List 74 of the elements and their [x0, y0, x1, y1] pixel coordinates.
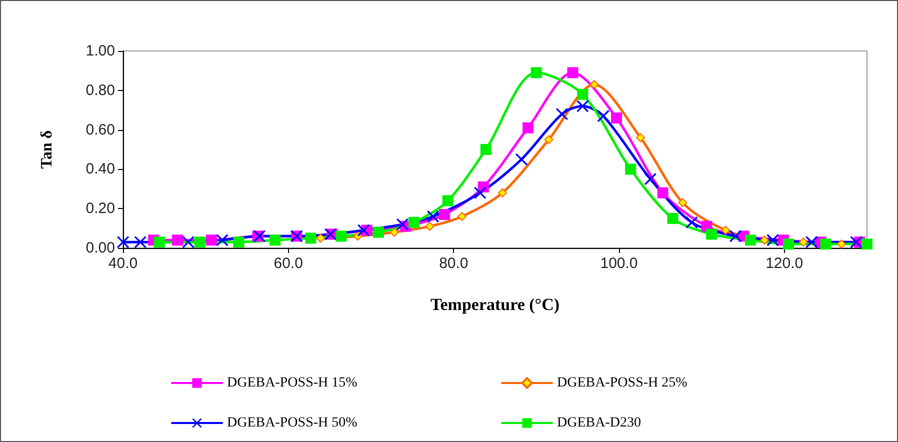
point [134, 236, 146, 248]
y-tick-label: 0.80 [86, 82, 115, 99]
point [427, 210, 439, 222]
point [556, 108, 568, 120]
point [206, 234, 217, 246]
point [577, 88, 588, 100]
x-axis-title: Temperature (°C) [430, 295, 560, 314]
y-tick-label: 1.00 [86, 42, 115, 60]
point [498, 188, 507, 198]
point [576, 100, 589, 112]
point [625, 164, 636, 175]
point [744, 234, 756, 246]
y-axis-title: Tan δ [38, 130, 56, 169]
point [172, 234, 184, 246]
point [408, 216, 420, 228]
y-tick-label: 0.60 [86, 121, 115, 138]
point [590, 80, 599, 89]
point [544, 135, 554, 144]
legend-label: DGEBA-POSS-H 15% [227, 376, 358, 390]
point [782, 238, 794, 250]
legend-label: DGEBA-D230 [557, 416, 641, 430]
point [850, 236, 862, 248]
x-tick-label: 60.0 [274, 255, 303, 272]
point [530, 67, 542, 78]
point [686, 216, 698, 228]
point [336, 230, 347, 242]
point [305, 232, 316, 244]
y-tick-label: 0.20 [86, 200, 115, 218]
point [522, 122, 534, 134]
point [862, 238, 872, 250]
point [515, 153, 528, 166]
point [358, 224, 370, 236]
point [117, 236, 129, 248]
point [270, 234, 281, 246]
point [194, 236, 206, 248]
y-tick-label: 0.40 [86, 160, 115, 178]
point [806, 236, 818, 248]
point [730, 230, 742, 242]
point [636, 133, 645, 142]
x-tick-label: 40.0 [108, 255, 138, 272]
point [216, 234, 228, 246]
point [396, 218, 408, 230]
point [233, 236, 244, 248]
point [390, 228, 399, 237]
point [480, 144, 492, 155]
point [667, 212, 678, 224]
legend-label: DGEBA-POSS-H 25% [557, 376, 688, 390]
x-tick-label: 80.0 [439, 255, 468, 272]
point [372, 226, 384, 238]
x-tick-label: 120.0 [766, 255, 804, 272]
point [442, 195, 454, 206]
point [439, 209, 450, 220]
point [836, 240, 846, 249]
point [721, 226, 730, 235]
point [457, 212, 466, 221]
point [611, 112, 622, 124]
point [316, 234, 326, 243]
legend-label: DGEBA-POSS-H 50% [227, 416, 358, 430]
point [706, 228, 718, 240]
point [657, 187, 668, 198]
point [474, 186, 486, 199]
point [567, 67, 578, 78]
point [154, 236, 165, 248]
point [644, 173, 656, 186]
point [182, 236, 194, 248]
point [766, 234, 779, 246]
point [678, 198, 688, 208]
y-tick-label: 0.00 [86, 240, 115, 256]
point [324, 228, 336, 240]
x-tick-label: 100.0 [600, 255, 638, 272]
point [820, 238, 832, 250]
point [425, 222, 434, 231]
point [798, 238, 808, 247]
point [760, 236, 769, 245]
